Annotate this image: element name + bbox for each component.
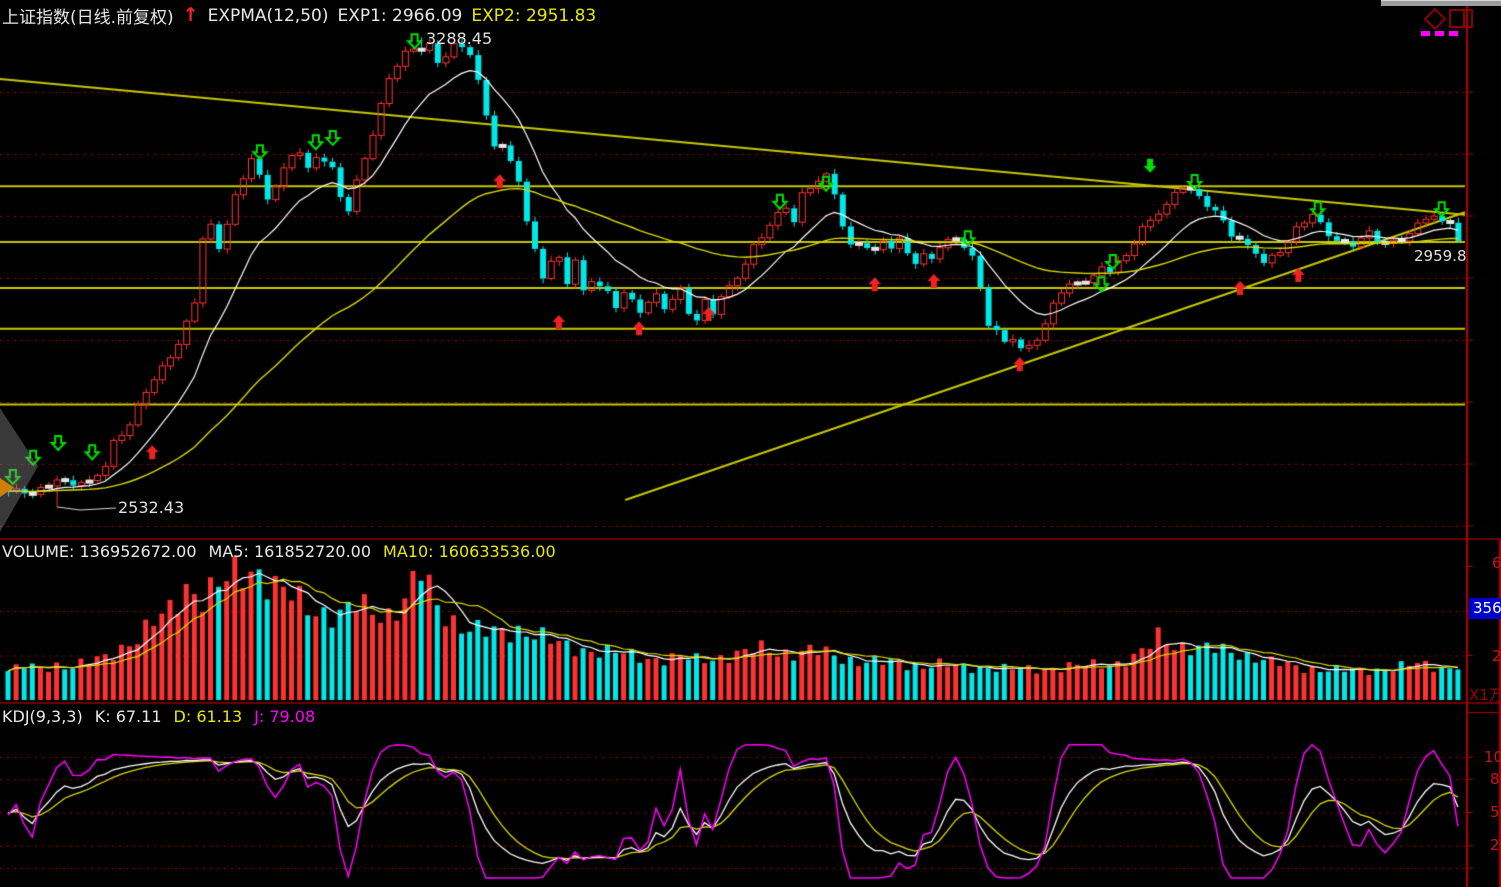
kdj-axis-label-80: 80 bbox=[1490, 770, 1501, 788]
kdj-axis-label-100: 100 bbox=[1484, 748, 1501, 766]
kdj-pane-header: KDJ(9,3,3) K: 67.11 D: 61.13 J: 79.08 bbox=[2, 707, 315, 726]
volume-axis-label-2: 2 bbox=[1492, 647, 1501, 665]
kdj-d-value: D: 61.13 bbox=[173, 707, 243, 726]
kdj-j-value: J: 79.08 bbox=[254, 707, 316, 726]
magenta-dash-icon[interactable] bbox=[1449, 31, 1458, 36]
magenta-dash-icon[interactable] bbox=[1435, 31, 1444, 36]
high-price-label: 3288.45 bbox=[426, 29, 493, 48]
volume-axis-blue-tag: 356 bbox=[1469, 598, 1501, 619]
volume-value: VOLUME: 136952672.00 bbox=[2, 542, 197, 561]
volume-scale-label: X1万 bbox=[1469, 686, 1501, 704]
kdj-k-value: K: 67.11 bbox=[94, 707, 162, 726]
split-window-icon[interactable] bbox=[1449, 9, 1473, 28]
last-price-label: 2959.8 bbox=[1414, 247, 1467, 265]
top-scrollbar-corner bbox=[1381, 0, 1501, 6]
exp2-value: EXP2: 2951.83 bbox=[471, 5, 597, 26]
trend-up-arrow-icon: ↑ bbox=[182, 4, 199, 26]
kdj-axis-label-20: 20 bbox=[1490, 836, 1501, 854]
kdj-axis-label-50: 50 bbox=[1490, 803, 1501, 821]
low-price-label: 2532.43 bbox=[118, 498, 185, 517]
volume-ma10-value: MA10: 160633536.00 bbox=[383, 542, 556, 561]
magenta-dash-icon[interactable] bbox=[1421, 31, 1430, 36]
volume-pane-header: VOLUME: 136952672.00 MA5: 161852720.00 M… bbox=[2, 542, 556, 561]
exp1-value: EXP1: 2966.09 bbox=[337, 5, 463, 26]
title-bar: 上证指数(日线.前复权) ↑ EXPMA(12,50) EXP1: 2966.0… bbox=[2, 3, 597, 29]
volume-ma5-value: MA5: 161852720.00 bbox=[208, 542, 372, 561]
volume-axis-label-6: 6 bbox=[1492, 554, 1501, 572]
kdj-name-label[interactable]: KDJ(9,3,3) bbox=[2, 707, 83, 726]
split-window-divider bbox=[1463, 11, 1465, 26]
symbol-label: 上证指数(日线.前复权) bbox=[2, 8, 174, 28]
indicator-label[interactable]: EXPMA(12,50) bbox=[207, 5, 329, 26]
